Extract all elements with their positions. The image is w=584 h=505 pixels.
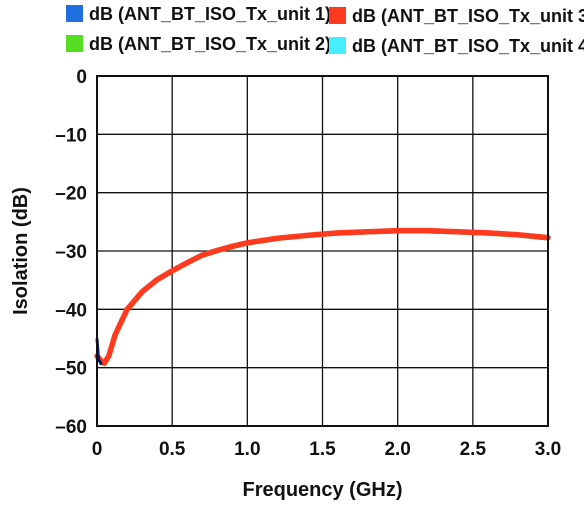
x-tick-label: 0 <box>92 439 103 460</box>
legend-swatch <box>66 5 83 22</box>
legend-label: dB (ANT_BT_ISO_Tx_unit 1) <box>89 4 331 24</box>
y-tick-label: –30 <box>55 242 87 263</box>
x-axis-tick-labels: 0 0.5 1.0 1.5 2.0 2.5 3.0 <box>92 439 562 460</box>
x-tick-label: 1.5 <box>309 439 336 460</box>
y-tick-label: –50 <box>55 359 87 380</box>
x-tick-label: 1.0 <box>234 439 260 460</box>
legend-swatch <box>329 7 346 24</box>
series-line-unit-3 <box>94 227 551 366</box>
chart-legend: dB (ANT_BT_ISO_Tx_unit 1) dB (ANT_BT_ISO_… <box>66 4 584 56</box>
legend-label: dB (ANT_BT_ISO_Tx_unit 2) <box>89 34 331 54</box>
x-axis-title: Frequency (GHz) <box>242 479 402 501</box>
chart-grid <box>97 76 548 426</box>
y-tick-label: –20 <box>55 184 87 205</box>
legend-label: dB (ANT_BT_ISO_Tx_unit 4) <box>352 36 584 56</box>
plot-area-border <box>96 75 549 427</box>
y-tick-label: 0 <box>76 67 87 88</box>
y-tick-label: –40 <box>55 300 87 321</box>
legend-swatch <box>329 37 346 54</box>
y-axis-title: Isolation (dB) <box>10 187 32 315</box>
x-tick-label: 3.0 <box>535 439 561 460</box>
legend-label: dB (ANT_BT_ISO_Tx_unit 3) <box>352 6 584 26</box>
series-lines <box>94 227 551 367</box>
y-tick-label: –10 <box>55 125 87 146</box>
x-tick-label: 2.0 <box>384 439 410 460</box>
x-tick-label: 0.5 <box>159 439 186 460</box>
legend-swatch <box>66 35 83 52</box>
y-axis-tick-labels: 0 –10 –20 –30 –40 –50 –60 <box>55 67 87 438</box>
y-tick-label: –60 <box>55 417 87 438</box>
x-tick-label: 2.5 <box>460 439 487 460</box>
